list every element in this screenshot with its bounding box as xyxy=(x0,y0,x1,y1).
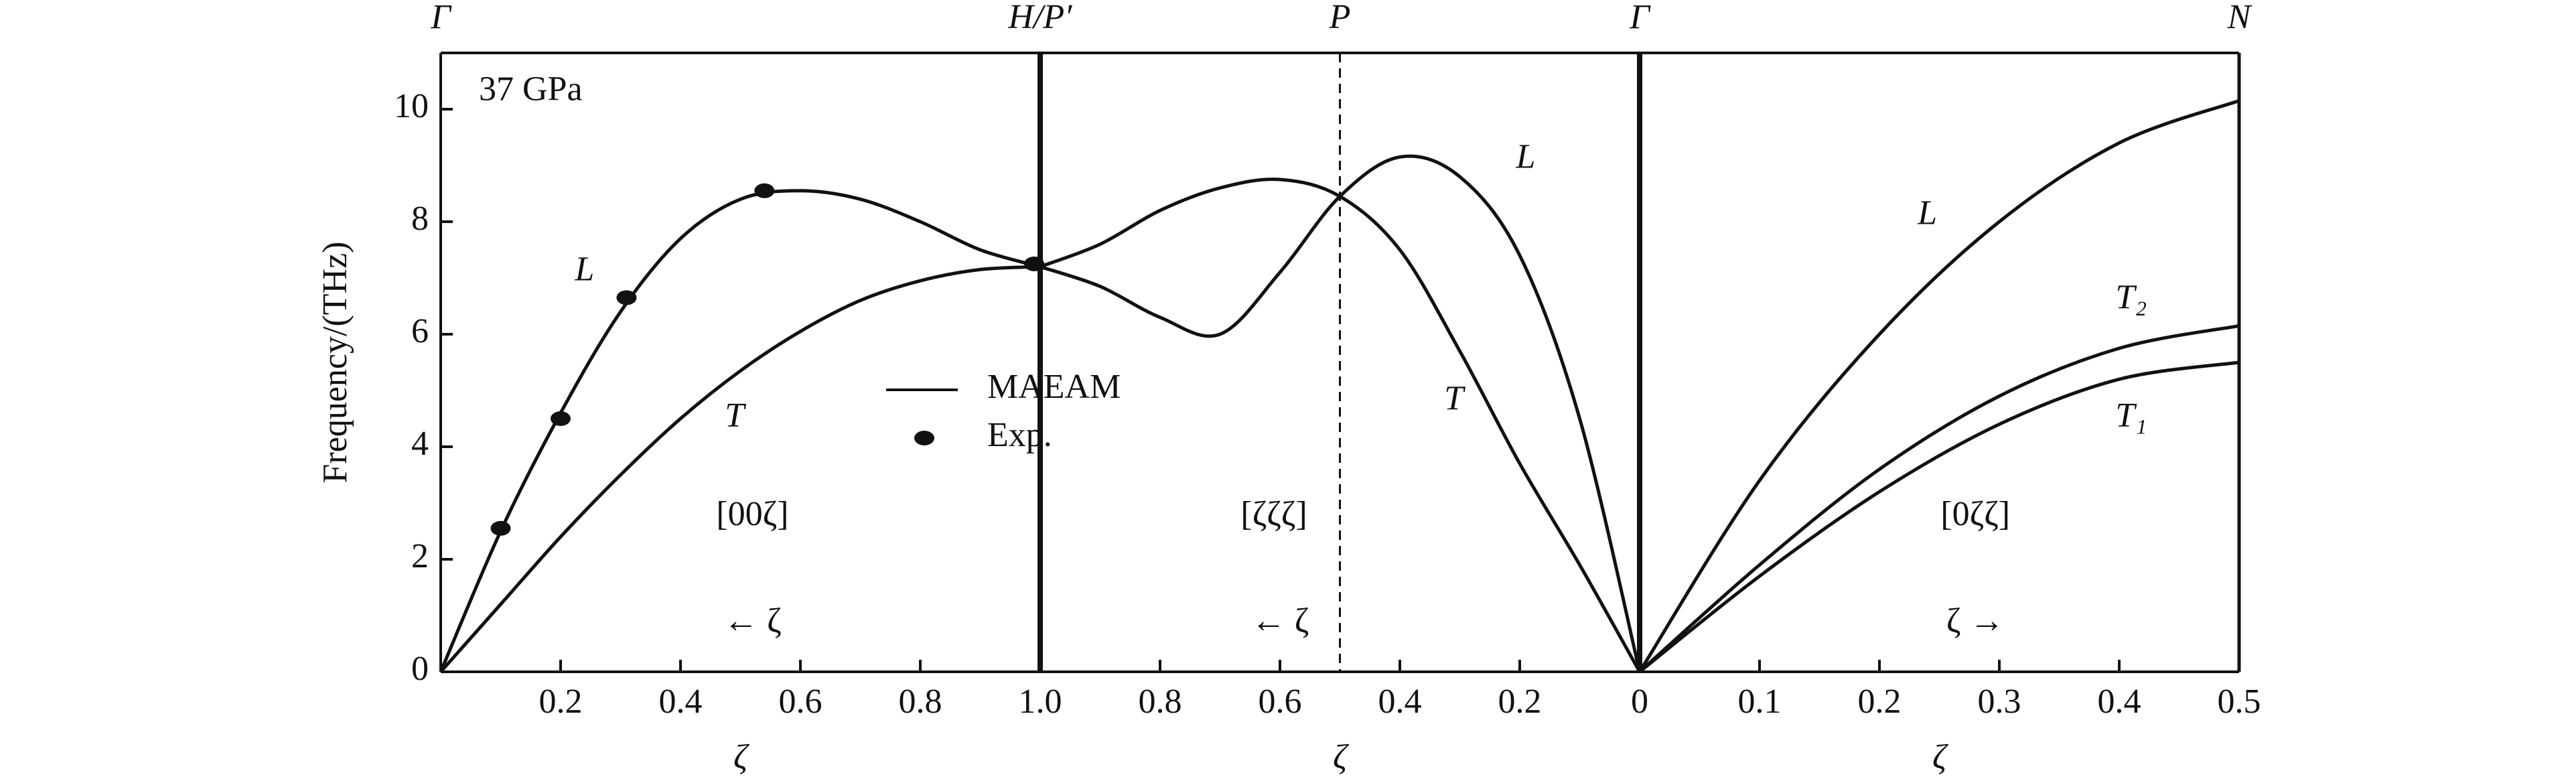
y-tick-label: 2 xyxy=(411,537,429,575)
branch-label: T₂ xyxy=(2115,279,2147,317)
legend-label: Exp. xyxy=(987,416,1052,454)
annotation: 37 GPa xyxy=(479,70,583,109)
point-label: N xyxy=(2227,0,2253,36)
x-tick-label: 0.2 xyxy=(1498,683,1542,721)
y-tick-label: 10 xyxy=(394,87,429,125)
x-tick-label: 0.4 xyxy=(1378,683,1422,721)
x-tick-label: 0.5 xyxy=(2218,683,2261,721)
branch-label: L xyxy=(574,251,594,289)
dispersion-curve xyxy=(1040,154,1642,672)
x-tick-label: 1.0 xyxy=(1019,683,1062,721)
branch-label: T₁ xyxy=(2115,397,2147,435)
annotation: ζ → xyxy=(1946,602,2005,640)
point-label: H/P′ xyxy=(1007,0,1073,36)
dispersion-curve xyxy=(1040,177,1642,673)
x-axis-label: ζ xyxy=(1932,738,1948,776)
branch-label: L xyxy=(1515,138,1535,176)
x-tick-label: 0.2 xyxy=(539,683,583,721)
legend-label: MAEAM xyxy=(987,368,1121,406)
branch-label: L xyxy=(1917,194,1937,232)
annotation: ← ζ xyxy=(1251,602,1309,640)
y-tick-label: 0 xyxy=(411,650,429,688)
y-tick-label: 6 xyxy=(411,312,429,350)
x-tick-label: 0.8 xyxy=(899,683,942,721)
annotation: [ζζζ] xyxy=(1240,495,1307,533)
point-label: Γ xyxy=(430,0,452,36)
branch-label: T xyxy=(1444,380,1465,418)
x-tick-label: 0.2 xyxy=(1858,683,1902,721)
x-tick-label: 0.6 xyxy=(779,683,822,721)
exp-point xyxy=(754,183,775,198)
point-label: Γ xyxy=(1629,0,1651,36)
x-tick-label: 0.3 xyxy=(1978,683,2021,721)
x-tick-label: 0.4 xyxy=(2098,683,2141,721)
exp-point xyxy=(1024,257,1045,271)
x-tick-label: 0.4 xyxy=(659,683,703,721)
exp-point xyxy=(616,290,637,305)
x-tick-label: 0.8 xyxy=(1139,683,1182,721)
y-axis-label: Frequency/(THz) xyxy=(316,242,354,484)
point-label: P xyxy=(1329,0,1351,36)
x-axis-label: ζ xyxy=(733,738,749,776)
branch-label: T xyxy=(725,397,746,435)
x-tick-label: 0 xyxy=(1631,683,1648,721)
y-tick-label: 8 xyxy=(411,200,429,238)
dispersion-curve xyxy=(439,189,1041,672)
x-tick-label: 0.6 xyxy=(1259,683,1302,721)
dispersion-curve xyxy=(1638,324,2240,673)
dispersion-curve xyxy=(1638,99,2240,673)
exp-point xyxy=(490,520,511,536)
x-axis-label: ζ xyxy=(1333,738,1349,776)
exp-point xyxy=(551,411,571,426)
annotation: ← ζ xyxy=(723,602,782,640)
dispersion-curve xyxy=(439,265,1041,673)
y-tick-label: 4 xyxy=(411,425,429,463)
x-tick-label: 0.1 xyxy=(1738,683,1782,721)
legend-dot xyxy=(914,431,934,445)
annotation: [0ζζ] xyxy=(1940,495,2010,533)
dispersion-curve xyxy=(1638,360,2240,673)
annotation: [00ζ] xyxy=(716,495,788,533)
